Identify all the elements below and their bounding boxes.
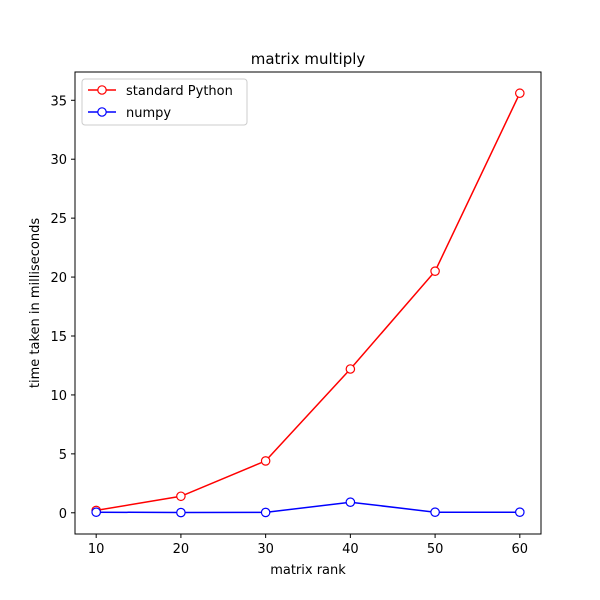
- series-layer: [91, 88, 525, 518]
- y-tick-label: 15: [50, 330, 67, 345]
- y-tick-label: 5: [59, 448, 67, 463]
- legend-marker-standard-python: [97, 85, 107, 95]
- x-axis-label: matrix rank: [270, 563, 346, 578]
- data-point-numpy: [176, 507, 186, 518]
- y-tick-label: 30: [50, 153, 67, 168]
- x-tick-label: 10: [88, 542, 105, 557]
- data-point-numpy: [91, 507, 101, 517]
- data-point-standard-python: [345, 364, 356, 374]
- ticks-layer: 10 20 30 40 50 60 0 5 10 15 20 25 30 35: [50, 94, 528, 557]
- x-tick-label: 20: [173, 542, 190, 557]
- y-tick-label: 10: [50, 389, 67, 404]
- legend-entries: standard Python numpy: [88, 84, 233, 121]
- data-point-numpy: [430, 507, 440, 517]
- series-line-standard-python: [96, 92, 521, 512]
- data-point-standard-python: [515, 88, 525, 99]
- y-axis-label: time taken in milliseconds: [28, 218, 43, 388]
- data-point-standard-python: [430, 266, 440, 276]
- x-tick-label: 30: [257, 542, 274, 557]
- data-point-standard-python: [260, 456, 271, 466]
- y-tick-label: 20: [50, 271, 67, 286]
- data-point-numpy: [260, 507, 271, 518]
- data-point-numpy: [515, 507, 525, 517]
- plot-frame: [74, 71, 542, 535]
- x-tick-label: 50: [427, 542, 444, 557]
- legend-frame: [81, 78, 248, 126]
- legend-label-numpy: numpy: [126, 106, 171, 121]
- legend-marker-numpy: [97, 107, 107, 117]
- data-point-numpy: [345, 497, 356, 507]
- x-tick-label: 40: [342, 542, 359, 557]
- y-tick-label: 25: [50, 212, 67, 227]
- chart-title: matrix multiply: [251, 50, 366, 68]
- legend: standard Python numpy: [81, 78, 248, 126]
- y-tick-label: 35: [50, 94, 67, 109]
- legend-label-standard-python: standard Python: [126, 84, 233, 99]
- y-tick-label: 0: [59, 507, 67, 522]
- data-point-standard-python: [176, 491, 186, 502]
- x-tick-label: 60: [512, 542, 529, 557]
- series-line-numpy: [96, 501, 520, 514]
